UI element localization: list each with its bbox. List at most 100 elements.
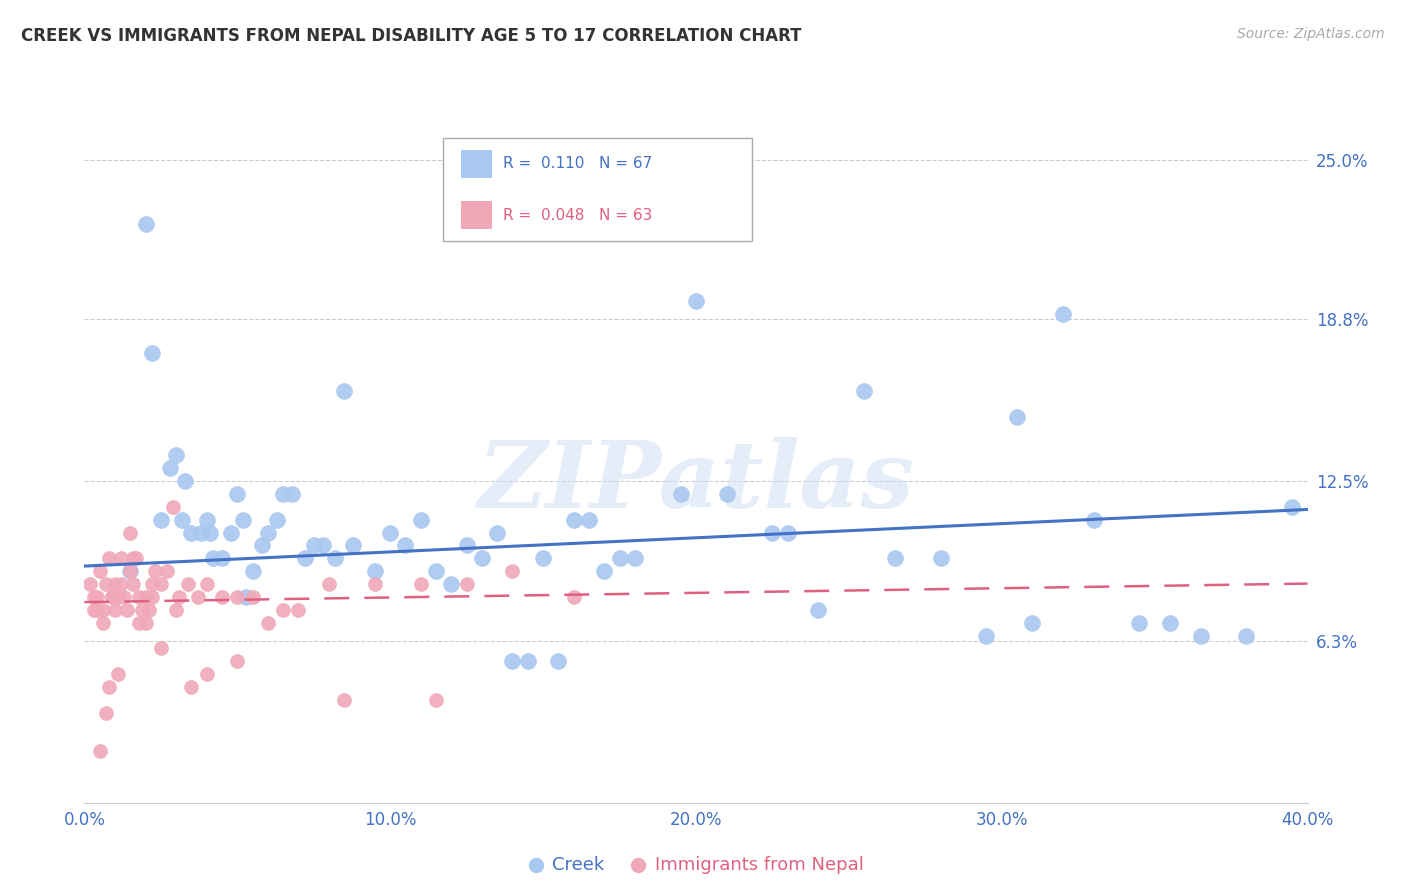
Point	[83, 590, 105, 604]
Point	[342, 539, 364, 553]
Point	[112, 590, 135, 604]
Point	[685, 294, 707, 309]
Point	[201, 551, 224, 566]
Point	[83, 603, 105, 617]
Point	[226, 487, 249, 501]
Legend: Creek, Immigrants from Nepal: Creek, Immigrants from Nepal	[522, 848, 870, 880]
Point	[101, 590, 124, 604]
Point	[294, 551, 316, 566]
Point	[624, 551, 647, 566]
Point	[86, 590, 108, 604]
Point	[502, 654, 524, 668]
Point	[135, 217, 157, 231]
Point	[104, 577, 127, 591]
Point	[323, 551, 346, 566]
Point	[232, 513, 254, 527]
Point	[1159, 615, 1181, 630]
Point	[669, 487, 692, 501]
Point	[1052, 307, 1074, 321]
Point	[333, 693, 356, 707]
Point	[486, 525, 509, 540]
Point	[502, 564, 524, 578]
Point	[853, 384, 876, 398]
Point	[186, 590, 208, 604]
Point	[471, 551, 494, 566]
Point	[242, 564, 264, 578]
Point	[312, 539, 335, 553]
Point	[195, 577, 218, 591]
Point	[1189, 628, 1212, 642]
Point	[425, 693, 447, 707]
Point	[271, 603, 294, 617]
Point	[128, 590, 150, 604]
Point	[94, 577, 117, 591]
Point	[156, 564, 179, 578]
Point	[165, 603, 187, 617]
Point	[177, 577, 200, 591]
Point	[271, 487, 294, 501]
Point	[211, 590, 233, 604]
Point	[107, 667, 129, 681]
Point	[562, 513, 585, 527]
Point	[143, 564, 166, 578]
Point	[1005, 409, 1028, 424]
Point	[578, 513, 600, 527]
Point	[159, 461, 181, 475]
Point	[120, 564, 142, 578]
Point	[165, 449, 187, 463]
Point	[180, 680, 202, 694]
Point	[226, 590, 249, 604]
Point	[883, 551, 905, 566]
Text: Source: ZipAtlas.com: Source: ZipAtlas.com	[1237, 27, 1385, 41]
Point	[89, 564, 111, 578]
Point	[86, 603, 108, 617]
Point	[190, 525, 212, 540]
Point	[531, 551, 554, 566]
Point	[593, 564, 616, 578]
Point	[122, 551, 145, 566]
Point	[609, 551, 631, 566]
Point	[174, 474, 197, 488]
Point	[364, 577, 387, 591]
Point	[1083, 513, 1105, 527]
Point	[120, 525, 142, 540]
Point	[716, 487, 738, 501]
Point	[394, 539, 416, 553]
Point	[110, 551, 132, 566]
Point	[97, 680, 120, 694]
Point	[97, 551, 120, 566]
Point	[122, 577, 145, 591]
Point	[456, 539, 478, 553]
Point	[929, 551, 952, 566]
Point	[115, 603, 138, 617]
Point	[104, 603, 127, 617]
Point	[141, 590, 163, 604]
Point	[172, 513, 194, 527]
Point	[101, 590, 124, 604]
Point	[195, 513, 218, 527]
Point	[91, 615, 114, 630]
Point	[1021, 615, 1043, 630]
Point	[364, 564, 387, 578]
Point	[141, 345, 163, 359]
Point	[976, 628, 998, 642]
Point	[94, 706, 117, 720]
Point	[1128, 615, 1150, 630]
Point	[547, 654, 569, 668]
Point	[110, 577, 132, 591]
Point	[149, 641, 172, 656]
Point	[226, 654, 249, 668]
Point	[211, 551, 233, 566]
Point	[333, 384, 356, 398]
Point	[135, 615, 157, 630]
Point	[198, 525, 221, 540]
Point	[257, 615, 280, 630]
Text: R =  0.048   N = 63: R = 0.048 N = 63	[503, 208, 652, 223]
Point	[141, 577, 163, 591]
Point	[257, 525, 280, 540]
Point	[128, 615, 150, 630]
Point	[562, 590, 585, 604]
Point	[1281, 500, 1303, 514]
Point	[440, 577, 463, 591]
Point	[266, 513, 288, 527]
